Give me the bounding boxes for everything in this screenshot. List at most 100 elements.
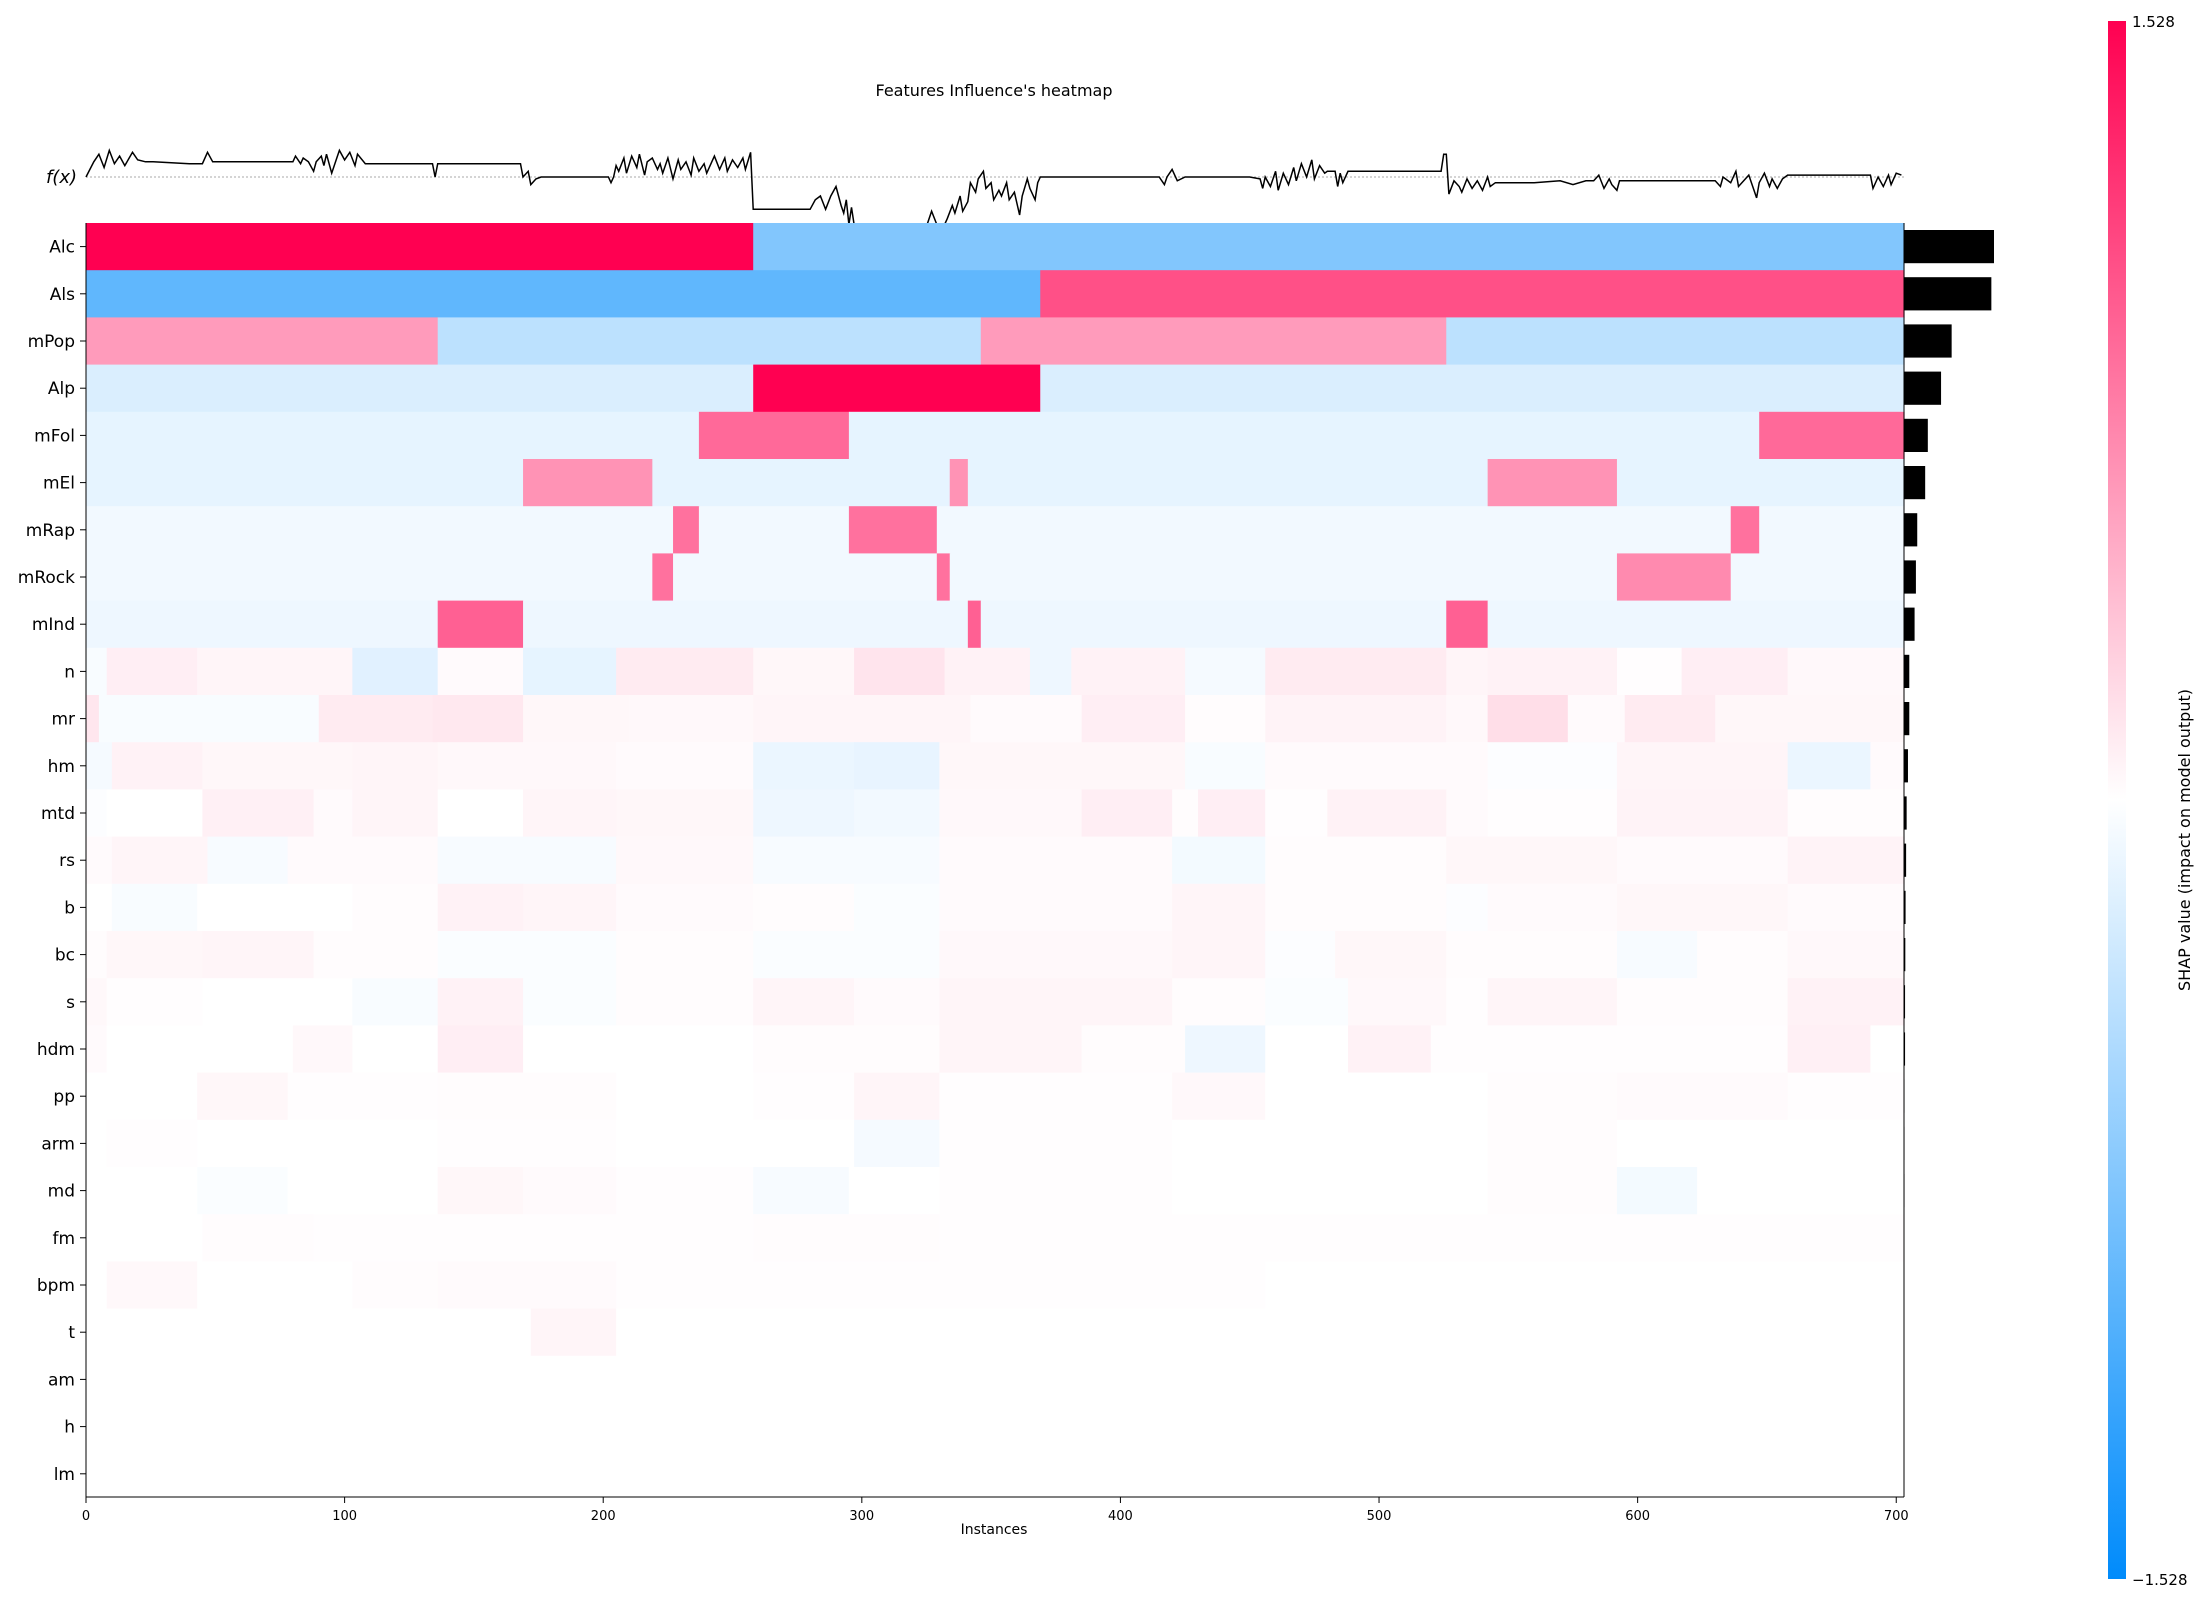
feature-label: pp xyxy=(53,1087,75,1107)
heatmap-cell xyxy=(1616,1119,1905,1168)
heatmap-cell xyxy=(1487,1167,1618,1215)
heatmap-cell xyxy=(980,317,1447,366)
heatmap-cell xyxy=(753,1072,855,1121)
heatmap-cell xyxy=(1787,789,1905,838)
heatmap-cell xyxy=(437,1025,524,1074)
heatmap-cell xyxy=(1172,1072,1266,1121)
importance-bar xyxy=(1904,607,1915,641)
heatmap-cell xyxy=(1487,1072,1618,1121)
heatmap-cell xyxy=(673,553,938,602)
heatmap-cell xyxy=(753,364,1041,413)
heatmap-cell xyxy=(1616,1072,1789,1121)
heatmap-cell xyxy=(1446,836,1618,885)
feature-label: md xyxy=(48,1182,75,1202)
heatmap-cell xyxy=(1616,883,1789,932)
feature-label: mInd xyxy=(32,615,75,635)
heatmap-cell xyxy=(944,647,1031,696)
feature-label: mPop xyxy=(28,332,75,352)
importance-bar xyxy=(1904,749,1908,783)
heatmap-cell xyxy=(437,789,524,838)
heatmap-cell xyxy=(86,1119,108,1168)
importance-bars xyxy=(1904,230,1994,1349)
heatmap-cell xyxy=(939,1214,1905,1262)
heatmap-cell xyxy=(111,742,203,790)
heatmap-cell xyxy=(1446,789,1489,838)
heatmap-cell xyxy=(753,931,940,979)
heatmap-cell xyxy=(352,978,439,1026)
importance-bar xyxy=(1904,796,1907,830)
heatmap-cell xyxy=(1265,978,1349,1026)
heatmap-cell xyxy=(437,883,524,932)
heatmap-cell xyxy=(86,836,113,885)
heatmap-cell xyxy=(967,600,982,649)
heatmap-cell xyxy=(197,1167,289,1215)
heatmap-cell xyxy=(197,1261,353,1310)
heatmap-cell xyxy=(1446,317,1905,366)
heatmap-cell xyxy=(523,459,653,507)
heatmap-cell xyxy=(287,1072,439,1121)
heatmap-cell xyxy=(1265,742,1489,790)
heatmap-cell xyxy=(1787,836,1905,885)
colorbar: 1.528 −1.528 SHAP value (impact on model… xyxy=(2108,13,2194,1589)
heatmap-cell xyxy=(1487,695,1569,743)
heatmap-cell xyxy=(1616,553,1732,602)
heatmap-cell xyxy=(939,789,1083,838)
heatmap-cell xyxy=(1265,647,1447,696)
feature-label: lm xyxy=(54,1465,75,1485)
x-tick-label: 600 xyxy=(1625,1509,1650,1524)
heatmap-cell xyxy=(106,1119,198,1168)
heatmap-cell xyxy=(437,742,617,790)
heatmap-cell xyxy=(753,1025,940,1074)
heatmap-cell xyxy=(86,695,100,743)
heatmap-cell xyxy=(86,1450,1905,1498)
importance-bar xyxy=(1904,230,1994,264)
x-tick-label: 500 xyxy=(1367,1509,1392,1524)
heatmap-cell xyxy=(1487,978,1618,1026)
heatmap-cell xyxy=(753,1214,940,1262)
heatmap-cell xyxy=(1172,931,1266,979)
heatmap-cell xyxy=(202,1214,315,1262)
feature-label: mr xyxy=(51,710,75,730)
importance-bar xyxy=(1904,702,1910,736)
heatmap-cell xyxy=(753,836,940,885)
heatmap-cell xyxy=(352,647,439,696)
importance-bar xyxy=(1904,418,1928,452)
heatmap-cell xyxy=(1759,411,1905,460)
heatmap-cell xyxy=(437,600,524,649)
heatmap-cell xyxy=(1185,1025,1266,1074)
heatmap-cell xyxy=(352,1261,439,1310)
x-tick-label: 200 xyxy=(591,1509,616,1524)
heatmap-cell xyxy=(616,978,754,1026)
heatmap-cell xyxy=(1446,931,1618,979)
heatmap-cell xyxy=(202,978,353,1026)
importance-bar xyxy=(1904,985,1906,1019)
heatmap-cell xyxy=(287,836,439,885)
heatmap-cell xyxy=(313,789,353,838)
heatmap-cell xyxy=(1730,506,1760,554)
heatmap-cell xyxy=(854,742,940,790)
heatmap-cell xyxy=(197,883,353,932)
feature-label: t xyxy=(68,1323,75,1343)
x-tick-label: 400 xyxy=(1108,1509,1133,1524)
heatmap-cell xyxy=(437,317,982,366)
importance-bar xyxy=(1904,513,1918,547)
heatmap-cell xyxy=(939,931,1173,979)
heatmap-cell xyxy=(1081,695,1186,743)
heatmap-cell xyxy=(753,789,855,838)
heatmap-cell xyxy=(939,1167,1173,1215)
heatmap-cell xyxy=(1624,695,1716,743)
importance-bar xyxy=(1904,654,1910,688)
heatmap-cell xyxy=(936,506,1732,554)
heatmap-cell xyxy=(1681,647,1789,696)
heatmap-cell xyxy=(86,978,108,1026)
heatmap-cell xyxy=(848,411,1760,460)
heatmap-cell xyxy=(854,789,940,838)
heatmap-cell xyxy=(1347,1025,1432,1074)
heatmap-cell xyxy=(1446,978,1489,1026)
heatmap-cell xyxy=(86,789,108,838)
heatmap-cell xyxy=(292,1025,353,1074)
heatmap-cell xyxy=(523,883,617,932)
heatmap-cell xyxy=(1787,1072,1905,1121)
heatmap-cell xyxy=(1787,1025,1871,1074)
heatmap-cell xyxy=(1446,647,1489,696)
